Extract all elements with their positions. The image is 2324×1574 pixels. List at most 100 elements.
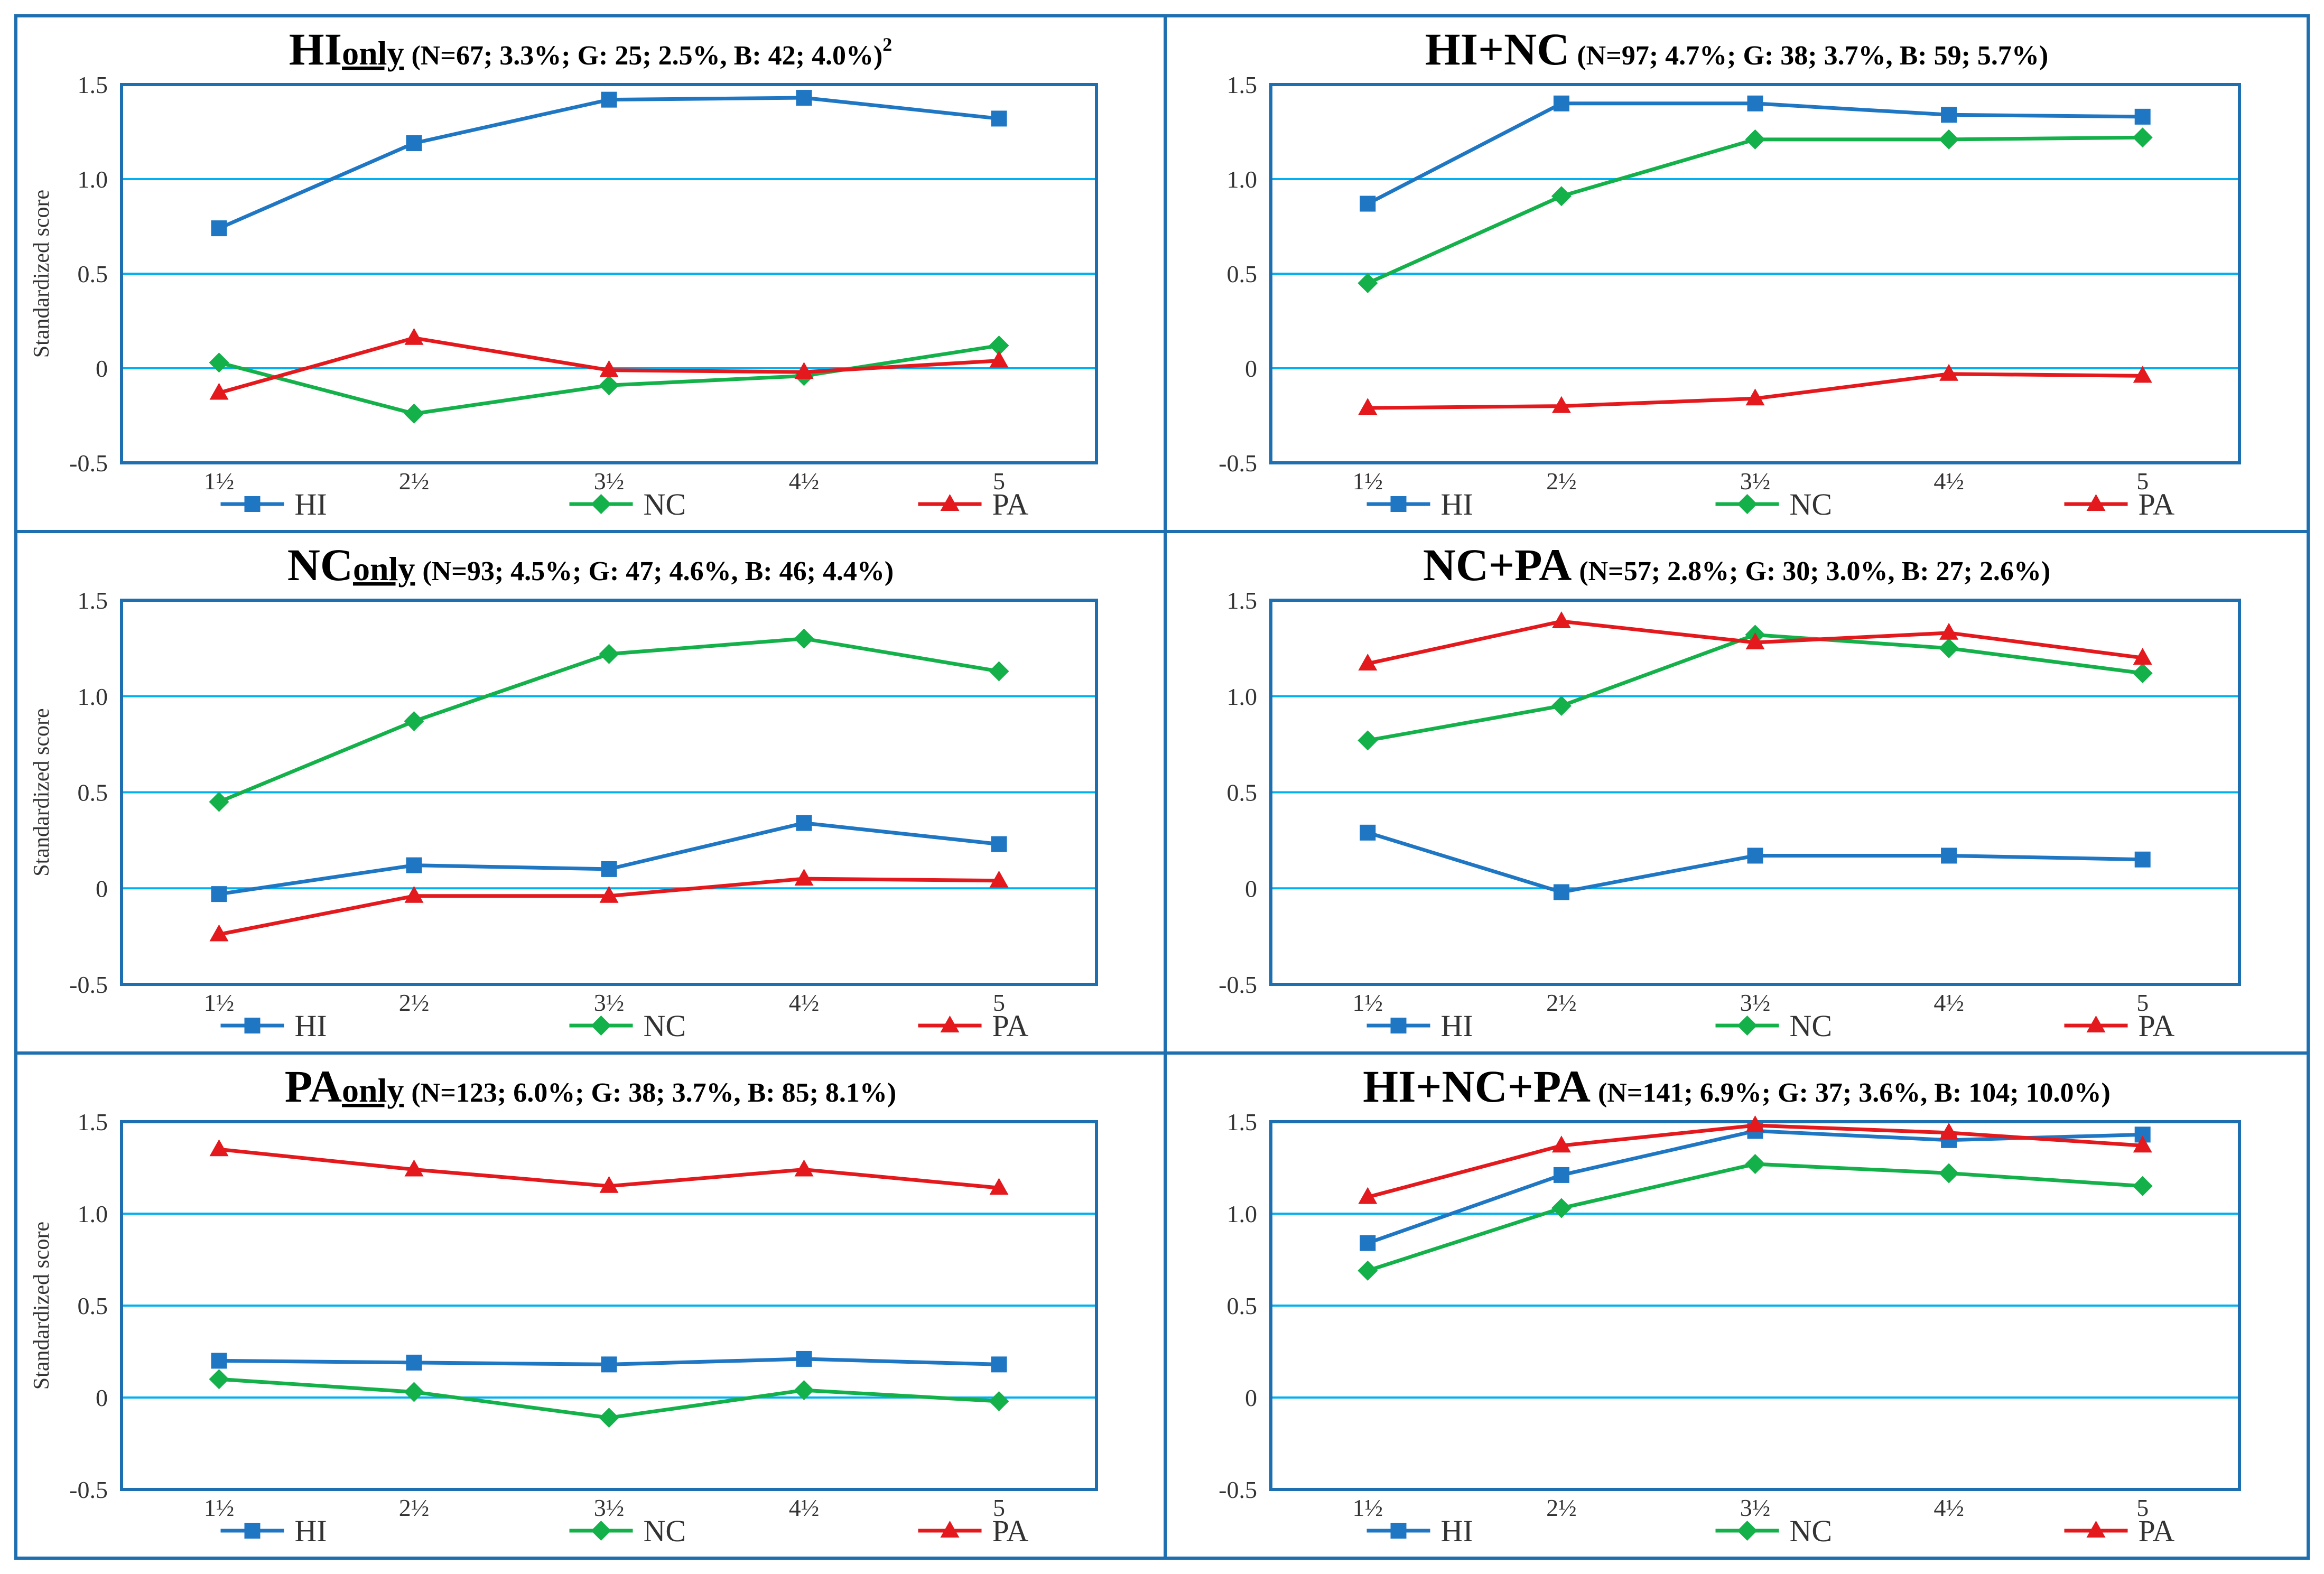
panel-title: NConly (N=93; 4.5%; G: 47; 4.6%, B: 46; 4… xyxy=(287,539,894,590)
legend-item-nc: NC xyxy=(569,1514,686,1548)
panel-title-main: HI xyxy=(289,24,342,74)
series-nc xyxy=(209,1369,1009,1428)
y-axis-label: Standardized score xyxy=(30,190,54,358)
data-point-pa xyxy=(2133,1135,2152,1153)
y-tick-label: -0.5 xyxy=(69,1476,108,1503)
data-point-nc xyxy=(1745,129,1765,150)
legend-label: HI xyxy=(1441,1009,1473,1043)
panel-pa-only: PAonly (N=123; 6.0%; G: 38; 3.7%, B: 85; … xyxy=(14,1051,1167,1560)
x-tick-label: 2½ xyxy=(399,1494,430,1521)
data-point-pa xyxy=(209,1139,229,1157)
x-tick-label: 5 xyxy=(993,989,1005,1016)
x-tick-label: 4½ xyxy=(1933,1494,1964,1521)
y-tick-label: -0.5 xyxy=(69,971,108,998)
legend-label: HI xyxy=(295,487,327,521)
legend-item-pa: PA xyxy=(2064,487,2174,521)
legend-marker-pa xyxy=(940,1521,960,1538)
panel-hi-only: HIonly (N=67; 3.3%; G: 25; 2.5%, B: 42; 4… xyxy=(14,14,1167,533)
data-point-hi xyxy=(2134,108,2151,125)
data-point-hi xyxy=(601,91,617,108)
y-tick-label: 1.5 xyxy=(78,587,108,614)
data-point-pa xyxy=(1745,1115,1765,1132)
legend-item-hi: HI xyxy=(220,1009,327,1043)
data-point-hi xyxy=(1360,824,1376,841)
data-point-hi xyxy=(211,1353,227,1369)
legend-item-nc: NC xyxy=(1715,487,1833,521)
data-point-pa xyxy=(1939,622,1959,640)
legend-label: PA xyxy=(2139,1009,2175,1043)
data-point-hi xyxy=(1553,95,1569,111)
plot-area xyxy=(1269,83,2241,464)
panel-title-stats: (N=123; 6.0%; G: 38; 3.7%, B: 85; 8.1%) xyxy=(411,1078,896,1108)
legend-item-nc: NC xyxy=(1715,1514,1832,1548)
data-point-nc xyxy=(1939,638,1959,658)
series-hi xyxy=(211,815,1007,902)
data-point-nc xyxy=(1745,1154,1765,1175)
x-tick-label: 1½ xyxy=(1353,1494,1383,1521)
series-pa xyxy=(1358,1115,2152,1204)
series-pa xyxy=(1358,364,2152,415)
panel-title-superscript: 2 xyxy=(882,34,892,55)
legend-marker-hi xyxy=(244,1018,261,1033)
y-tick-label: 0 xyxy=(96,1384,108,1411)
data-point-pa xyxy=(599,360,619,377)
data-point-nc xyxy=(404,1382,424,1402)
data-point-pa xyxy=(599,886,619,903)
legend-marker-nc xyxy=(1737,1521,1758,1541)
data-point-pa xyxy=(1745,632,1765,649)
legend-item-hi: HI xyxy=(1366,487,1473,521)
data-point-pa xyxy=(989,350,1009,368)
x-tick-label: 3½ xyxy=(594,989,625,1016)
series-nc xyxy=(209,336,1009,424)
y-tick-label: 0 xyxy=(1245,1384,1257,1411)
data-point-pa xyxy=(404,328,424,345)
x-tick-label: 2½ xyxy=(399,468,430,495)
data-point-nc xyxy=(404,403,424,424)
legend-item-hi: HI xyxy=(1366,1009,1473,1043)
y-tick-label: -0.5 xyxy=(69,450,108,477)
plot-area xyxy=(1269,599,2241,986)
data-point-pa xyxy=(794,1159,814,1177)
data-point-hi xyxy=(406,857,422,873)
legend-item-pa: PA xyxy=(918,1514,1028,1548)
legend-label: PA xyxy=(992,1009,1029,1043)
data-point-hi xyxy=(601,861,617,877)
data-point-pa xyxy=(1551,611,1571,628)
x-tick-label: 4½ xyxy=(789,989,820,1016)
x-tick-label: 5 xyxy=(993,468,1005,495)
y-axis-label: Standardized score xyxy=(30,1222,54,1390)
data-point-nc xyxy=(989,336,1009,356)
data-point-nc xyxy=(209,1369,229,1390)
panel-title-main: PA xyxy=(285,1061,342,1112)
series-pa xyxy=(1358,611,2152,670)
legend-marker-pa xyxy=(940,1016,960,1032)
legend-marker-hi xyxy=(1390,1018,1407,1033)
legend-label: NC xyxy=(644,487,686,521)
data-point-pa xyxy=(1551,396,1571,413)
legend-label: NC xyxy=(1790,487,1833,521)
series-pa xyxy=(209,328,1009,400)
y-tick-label: 0.5 xyxy=(78,260,108,287)
panel-title-main: HI+NC xyxy=(1425,24,1570,74)
x-tick-label: 4½ xyxy=(789,468,820,495)
x-tick-label: 2½ xyxy=(399,989,430,1016)
legend-marker-hi xyxy=(1390,496,1407,512)
data-point-pa xyxy=(209,383,229,400)
x-tick-label: 5 xyxy=(2136,989,2149,1016)
data-point-pa xyxy=(1939,364,1959,381)
y-tick-label: 0.5 xyxy=(1227,1292,1258,1319)
data-point-nc xyxy=(1551,695,1572,716)
data-point-pa xyxy=(2133,366,2152,383)
series-hi xyxy=(211,1351,1007,1373)
legend-label: PA xyxy=(2139,1514,2175,1548)
x-tick-label: 2½ xyxy=(1546,1494,1577,1521)
y-tick-label: 1.5 xyxy=(78,71,108,98)
y-tick-label: 0 xyxy=(96,355,108,382)
series-hi xyxy=(211,90,1007,237)
legend-item-hi: HI xyxy=(1366,1514,1473,1548)
data-point-hi xyxy=(991,836,1007,852)
x-tick-label: 5 xyxy=(993,1494,1005,1521)
panel-title: HI+NC+PA (N=141; 6.9%; G: 37; 3.6%, B: 10… xyxy=(1363,1061,2111,1112)
legend-item-pa: PA xyxy=(918,1009,1029,1043)
data-point-nc xyxy=(404,711,424,732)
